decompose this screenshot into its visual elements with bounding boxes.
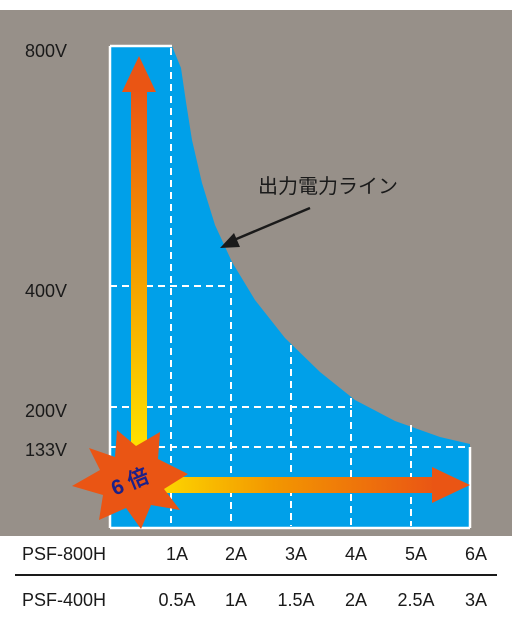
current-label: 2A [345,590,367,610]
current-label: 1A [225,590,247,610]
current-label: 1A [166,544,188,564]
model-row-psf-400h: PSF-400H 0.5A 1A 1.5A 2A 2.5A 3A [22,590,487,610]
current-label: 0.5A [158,590,195,610]
y-label-133v: 133V [25,440,67,460]
current-label: 3A [465,590,487,610]
six-times-badge: 6 倍 [72,430,188,529]
power-line-pointer-arrow [220,206,311,248]
voltage-arrow [122,56,156,460]
current-label: 2A [225,544,247,564]
model-name: PSF-800H [22,544,106,564]
current-arrow [134,467,470,503]
current-label: 5A [405,544,427,564]
current-label: 3A [285,544,307,564]
y-label-400v: 400V [25,281,67,301]
current-label: 4A [345,544,367,564]
current-label: 6A [465,544,487,564]
model-row-psf-800h: PSF-800H 1A 2A 3A 4A 5A 6A [22,544,487,564]
power-line-label: 出力電力ライン [258,175,398,198]
starburst-shape [72,430,188,529]
y-label-200v: 200V [25,401,67,421]
current-label: 2.5A [397,590,434,610]
model-name: PSF-400H [22,590,106,610]
current-label: 1.5A [277,590,314,610]
y-label-800v: 800V [25,41,67,61]
grid-lines [110,48,470,526]
